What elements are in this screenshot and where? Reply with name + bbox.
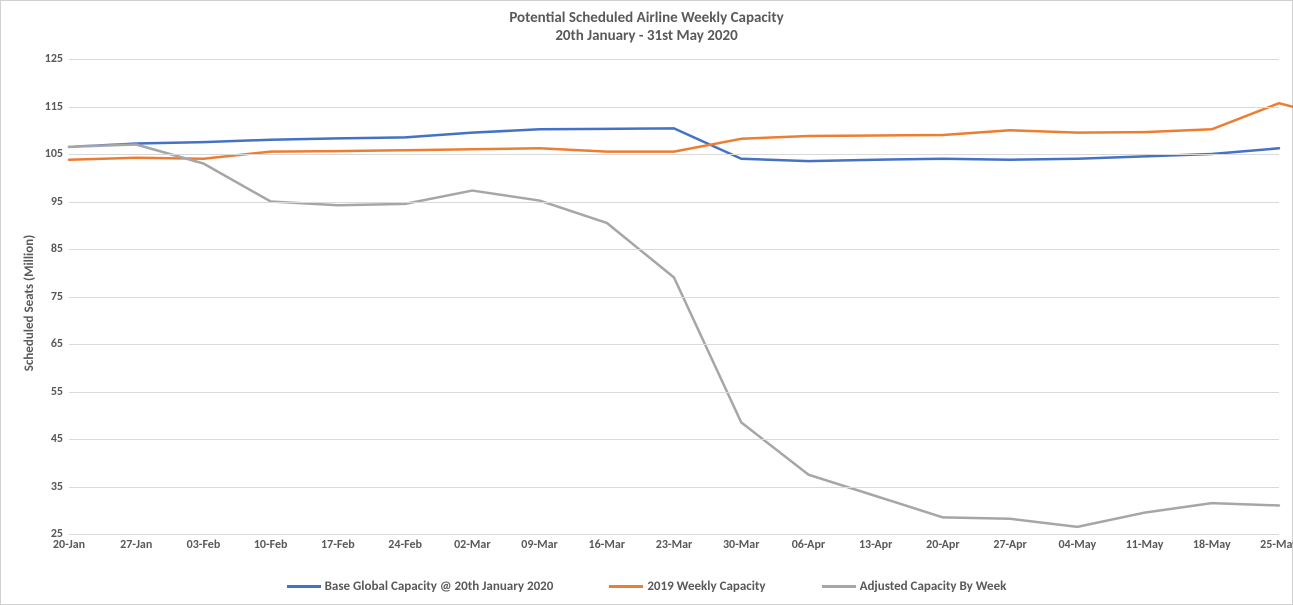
x-tick-label: 27-Jan — [120, 538, 152, 552]
gridline — [69, 59, 1279, 60]
legend-item: Adjusted Capacity By Week — [822, 579, 1007, 594]
y-tick-label: 115 — [45, 100, 63, 114]
gridline — [69, 392, 1279, 393]
y-tick-label: 65 — [51, 337, 63, 351]
x-tick-label: 18-May — [1193, 538, 1231, 552]
y-tick-label: 55 — [51, 385, 63, 399]
y-tick-label: 75 — [51, 290, 63, 304]
x-tick-label: 11-May — [1126, 538, 1164, 552]
y-axis-label: Scheduled Seats (Million) — [22, 234, 37, 371]
y-tick-label: 85 — [51, 242, 63, 256]
chart-title-block: Potential Scheduled Airline Weekly Capac… — [1, 9, 1292, 45]
x-tick-label: 06-Apr — [792, 538, 825, 552]
gridline — [69, 154, 1279, 155]
legend-label: 2019 Weekly Capacity — [647, 579, 765, 594]
chart-title-line1: Potential Scheduled Airline Weekly Capac… — [1, 9, 1292, 27]
x-tick-label: 10-Feb — [254, 538, 288, 552]
legend-swatch — [609, 585, 643, 588]
y-tick-label: 45 — [51, 432, 63, 446]
gridline — [69, 439, 1279, 440]
legend-swatch — [822, 585, 856, 588]
x-tick-label: 25-May — [1260, 538, 1293, 552]
x-tick-label: 24-Feb — [388, 538, 422, 552]
y-tick-label: 95 — [51, 195, 63, 209]
legend-swatch — [287, 585, 321, 588]
x-tick-label: 30-Mar — [723, 538, 760, 552]
x-tick-label: 04-May — [1058, 538, 1096, 552]
gridline — [69, 202, 1279, 203]
gridline — [69, 487, 1279, 488]
x-tick-label: 13-Apr — [859, 538, 892, 552]
legend: Base Global Capacity @ 20th January 2020… — [1, 577, 1292, 594]
y-tick-label: 125 — [45, 52, 63, 66]
legend-label: Adjusted Capacity By Week — [860, 579, 1007, 594]
legend-label: Base Global Capacity @ 20th January 2020 — [325, 579, 554, 594]
x-tick-label: 20-Jan — [53, 538, 85, 552]
legend-item: Base Global Capacity @ 20th January 2020 — [287, 579, 554, 594]
gridline — [69, 107, 1279, 108]
x-tick-label: 16-Mar — [589, 538, 626, 552]
gridline — [69, 534, 1279, 535]
y-tick-label: 35 — [51, 480, 63, 494]
gridline — [69, 297, 1279, 298]
x-tick-label: 03-Feb — [187, 538, 221, 552]
gridline — [69, 249, 1279, 250]
x-tick-label: 20-Apr — [926, 538, 959, 552]
y-tick-label: 105 — [45, 147, 63, 161]
x-tick-label: 02-Mar — [454, 538, 491, 552]
plot-area: 253545556575859510511512520-Jan27-Jan03-… — [69, 59, 1279, 534]
legend-item: 2019 Weekly Capacity — [609, 579, 765, 594]
chart-container: Potential Scheduled Airline Weekly Capac… — [0, 0, 1293, 605]
x-tick-label: 23-Mar — [656, 538, 693, 552]
chart-title-line2: 20th January - 31st May 2020 — [1, 27, 1292, 45]
gridline — [69, 344, 1279, 345]
x-tick-label: 09-Mar — [521, 538, 558, 552]
x-tick-label: 27-Apr — [993, 538, 1026, 552]
x-tick-label: 17-Feb — [321, 538, 355, 552]
